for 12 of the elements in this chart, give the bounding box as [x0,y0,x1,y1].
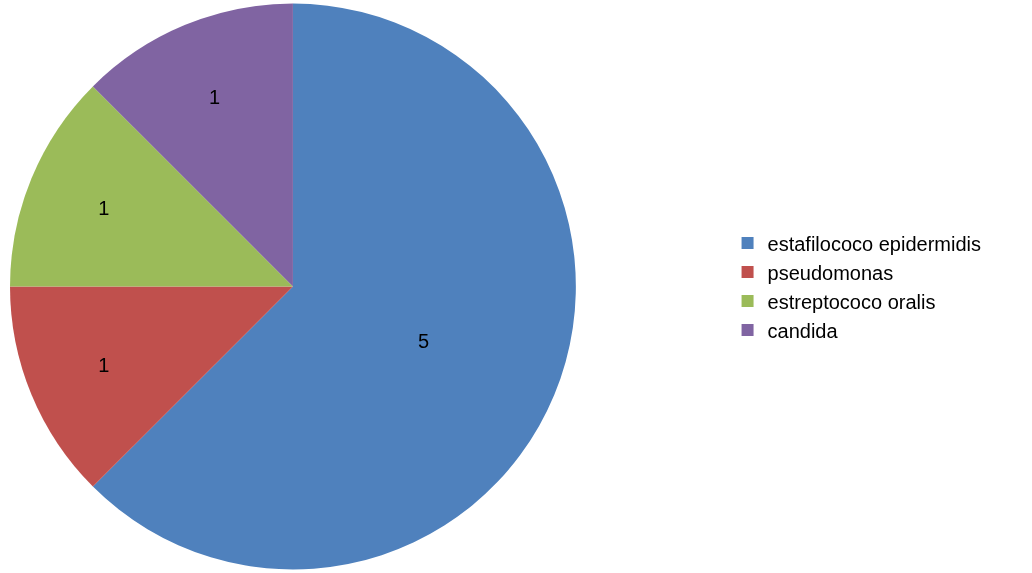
legend-label: pseudomonas [767,261,894,284]
legend-label: estafilococo epidermidis [767,232,981,255]
data-label: 1 [209,86,221,109]
legend-label: estreptococo oralis [767,290,936,313]
legend-label: candida [767,319,839,342]
pie-slice [92,3,293,287]
pie-slice [92,3,576,570]
pie-slice [10,286,293,487]
data-label: 1 [98,353,110,376]
data-label: 5 [418,329,430,352]
data-label: 1 [98,197,110,220]
pie-slice [10,86,293,287]
